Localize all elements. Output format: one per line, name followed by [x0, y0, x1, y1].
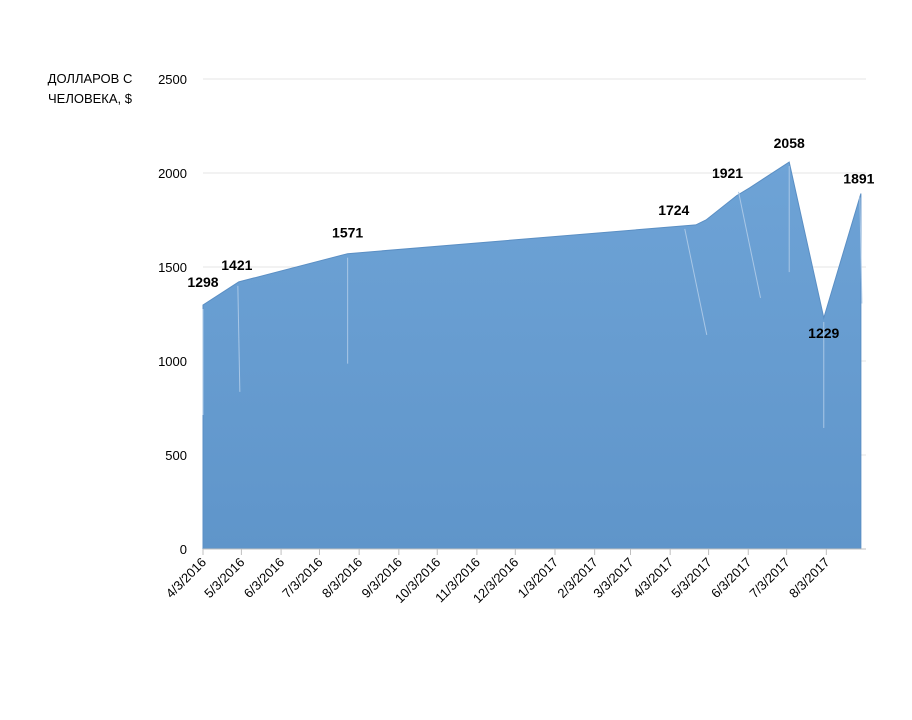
y-axis-label-line-2: ЧЕЛОВЕКА, $ [48, 91, 133, 106]
x-tick-label: 3/3/2017 [590, 555, 636, 601]
data-label: 1421 [221, 257, 252, 273]
data-label: 1229 [808, 325, 839, 341]
x-tick-label: 6/3/2016 [241, 555, 287, 601]
x-tick-label: 5/3/2016 [201, 555, 247, 601]
data-label: 1891 [843, 170, 874, 186]
y-tick-label: 1500 [158, 260, 187, 275]
y-tick-labels: 0 500 1000 1500 2000 2500 [158, 72, 187, 557]
x-tick-label: 7/3/2016 [279, 555, 325, 601]
data-label: 1298 [187, 274, 218, 290]
y-axis-label-line-1: ДОЛЛАРОВ С [48, 71, 133, 86]
x-tick-label: 1/3/2017 [515, 555, 561, 601]
x-tick-label: 8/3/2016 [319, 555, 365, 601]
y-tick-label: 0 [180, 542, 187, 557]
data-label-leader [859, 197, 863, 304]
x-tick-labels: 4/3/20165/3/20166/3/20167/3/20168/3/2016… [163, 555, 833, 607]
y-tick-label: 1000 [158, 354, 187, 369]
y-tick-label: 500 [165, 448, 187, 463]
x-tick-label: 6/3/2017 [708, 555, 754, 601]
data-label-leader [684, 228, 708, 335]
data-label: 1724 [658, 202, 689, 218]
x-tick-label: 8/3/2017 [786, 555, 832, 601]
x-tick-label: 4/3/2016 [163, 555, 209, 601]
area-series [202, 161, 862, 550]
x-tick-label: 4/3/2017 [630, 555, 676, 601]
x-tick-label: 5/3/2017 [668, 555, 714, 601]
y-tick-label: 2500 [158, 72, 187, 87]
y-tick-label: 2000 [158, 166, 187, 181]
data-label-leader [738, 191, 762, 298]
data-label: 1921 [712, 165, 743, 181]
x-tick-label: 7/3/2017 [746, 555, 792, 601]
data-label-leader [237, 285, 241, 392]
data-label: 2058 [774, 135, 805, 151]
axes [202, 548, 866, 555]
area-fill [202, 161, 862, 550]
data-label: 1571 [332, 225, 363, 241]
